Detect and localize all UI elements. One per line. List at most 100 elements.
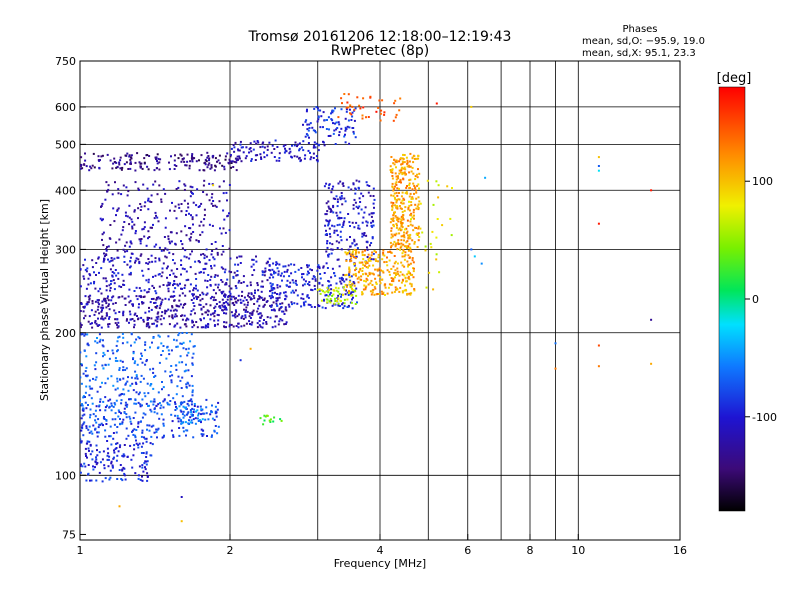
data-point [83, 462, 86, 465]
data-point [250, 297, 252, 300]
data-point [87, 464, 90, 466]
data-point [123, 284, 126, 286]
data-point [263, 414, 266, 417]
data-point [395, 183, 398, 186]
data-point [380, 290, 383, 293]
data-point [240, 160, 243, 163]
data-point [322, 266, 325, 269]
data-point [186, 354, 189, 357]
data-point [302, 297, 305, 300]
data-point [316, 120, 319, 123]
data-point [276, 297, 279, 300]
data-point [404, 206, 407, 209]
data-point [409, 273, 412, 276]
data-point [208, 199, 211, 202]
data-point [172, 435, 175, 438]
data-point [395, 242, 398, 245]
data-point [340, 197, 343, 200]
data-point [90, 479, 93, 482]
data-point [195, 160, 198, 163]
data-point [178, 332, 181, 335]
data-point [306, 134, 309, 137]
data-point [330, 112, 332, 115]
y-tick-label: 100 [55, 469, 76, 482]
data-point [173, 164, 176, 167]
data-point [216, 253, 219, 256]
data-point [406, 165, 409, 168]
data-point [117, 188, 120, 191]
data-point [131, 318, 134, 320]
data-point [243, 324, 246, 327]
data-point [153, 245, 156, 248]
data-point [162, 249, 165, 252]
data-point [192, 436, 195, 439]
data-point [145, 279, 148, 282]
data-point [91, 450, 94, 453]
data-point [303, 303, 306, 306]
data-point [368, 273, 371, 276]
data-point [597, 156, 600, 159]
data-point [160, 249, 163, 252]
data-point [150, 435, 153, 438]
data-point [88, 431, 91, 434]
data-point [141, 167, 144, 170]
data-point [333, 272, 336, 274]
data-point [245, 299, 248, 301]
data-point [417, 208, 420, 211]
data-point [239, 262, 242, 264]
data-point [150, 425, 153, 428]
data-point [160, 200, 163, 203]
data-point [200, 433, 203, 436]
data-point [400, 245, 403, 248]
data-point [417, 203, 420, 206]
data-point [331, 304, 334, 307]
data-point [97, 305, 100, 308]
data-point [272, 262, 275, 265]
data-point [278, 296, 281, 299]
data-point [108, 284, 111, 287]
data-point [399, 171, 402, 174]
data-point [306, 294, 309, 297]
data-point [104, 409, 107, 412]
data-point [162, 422, 165, 425]
data-point [129, 167, 132, 170]
data-point [84, 314, 87, 317]
data-point [261, 280, 264, 283]
data-point [327, 135, 330, 137]
data-point [392, 189, 395, 192]
data-point [151, 284, 154, 287]
data-point [87, 447, 90, 450]
data-point [171, 316, 174, 319]
data-point [293, 302, 296, 305]
data-point [117, 415, 120, 418]
data-point [107, 363, 110, 366]
data-point [412, 172, 415, 175]
data-point [232, 275, 235, 278]
data-point [280, 306, 283, 308]
data-point [175, 345, 178, 348]
data-point [107, 452, 110, 455]
data-point [352, 183, 355, 186]
data-point [113, 282, 116, 285]
data-point [156, 216, 159, 219]
data-point [256, 140, 259, 142]
data-point [217, 314, 220, 317]
data-point [278, 263, 281, 266]
data-point [405, 280, 408, 283]
data-point [124, 401, 127, 404]
data-point [396, 267, 399, 270]
data-point [96, 449, 98, 452]
data-point [233, 297, 236, 300]
data-point [145, 262, 148, 265]
data-point [152, 387, 155, 390]
x-tick-label: 1 [77, 544, 84, 557]
data-point [170, 155, 172, 158]
data-point [155, 214, 157, 217]
data-point [398, 172, 401, 175]
data-point [164, 312, 167, 315]
data-point [156, 317, 159, 320]
data-point [410, 170, 413, 173]
data-point [158, 257, 161, 260]
data-point [84, 295, 87, 298]
data-point [332, 185, 335, 188]
